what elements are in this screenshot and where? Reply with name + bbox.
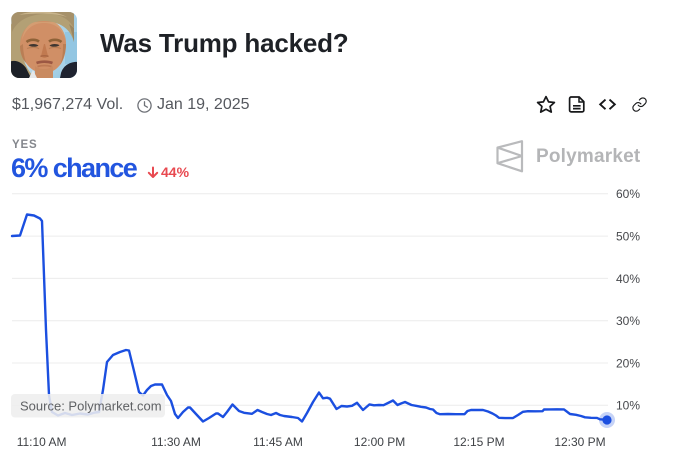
- svg-text:12:00 PM: 12:00 PM: [354, 435, 405, 449]
- svg-text:12:30 PM: 12:30 PM: [554, 435, 605, 449]
- svg-text:12:15 PM: 12:15 PM: [453, 435, 504, 449]
- svg-text:11:30 AM: 11:30 AM: [151, 435, 201, 449]
- svg-text:11:10 AM: 11:10 AM: [17, 435, 67, 449]
- svg-text:60%: 60%: [616, 187, 640, 201]
- svg-text:20%: 20%: [616, 356, 640, 370]
- svg-text:50%: 50%: [616, 230, 640, 244]
- svg-text:40%: 40%: [616, 272, 640, 286]
- svg-text:30%: 30%: [616, 314, 640, 328]
- svg-text:Source: Polymarket.com: Source: Polymarket.com: [20, 399, 162, 414]
- svg-text:Polymarket: Polymarket: [536, 146, 641, 167]
- svg-text:11:45 AM: 11:45 AM: [253, 435, 303, 449]
- svg-text:10%: 10%: [616, 399, 640, 413]
